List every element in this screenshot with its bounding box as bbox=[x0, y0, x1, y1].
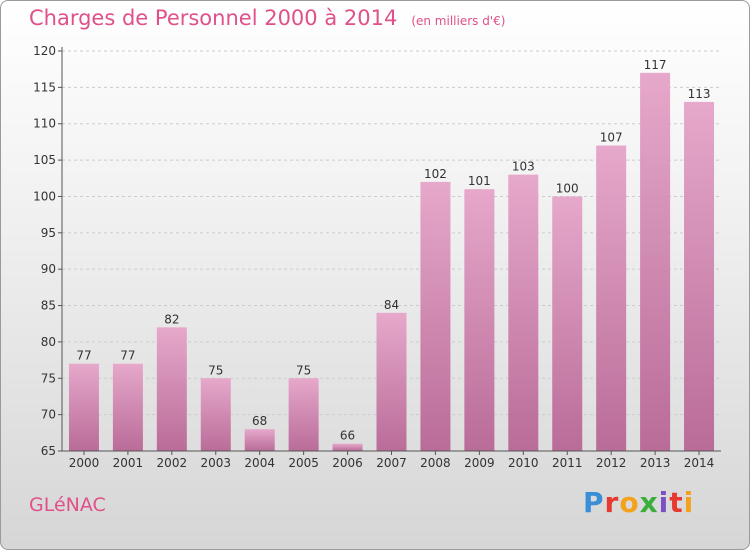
data-label-2003: 75 bbox=[208, 363, 223, 377]
data-label-2005: 75 bbox=[296, 363, 311, 377]
data-label-2002: 82 bbox=[164, 312, 179, 326]
x-tick-label-2013: 2013 bbox=[640, 456, 671, 470]
proxiti-logo[interactable]: Proxiti bbox=[583, 486, 695, 519]
bar-2002 bbox=[156, 327, 187, 451]
data-label-2004: 68 bbox=[252, 414, 267, 428]
bar-2000 bbox=[68, 363, 99, 451]
bar-2007 bbox=[376, 312, 407, 451]
x-tick-label-2000: 2000 bbox=[69, 456, 100, 470]
bar-2003 bbox=[200, 378, 231, 451]
y-tick-label: 65 bbox=[41, 444, 56, 458]
data-label-2008: 102 bbox=[424, 167, 447, 181]
x-tick-label-2002: 2002 bbox=[157, 456, 188, 470]
x-tick-label-2008: 2008 bbox=[420, 456, 451, 470]
bar-2004 bbox=[244, 429, 275, 451]
x-tick-label-2009: 2009 bbox=[464, 456, 495, 470]
data-label-2014: 113 bbox=[688, 87, 711, 101]
bar-2011 bbox=[552, 196, 583, 451]
chart-title: Charges de Personnel 2000 à 2014 (en mill… bbox=[29, 6, 506, 30]
bar-2001 bbox=[112, 363, 143, 451]
x-tick-label-2004: 2004 bbox=[244, 456, 275, 470]
y-tick-label: 70 bbox=[41, 408, 56, 422]
data-label-2013: 117 bbox=[644, 58, 667, 72]
x-tick-label-2003: 2003 bbox=[200, 456, 231, 470]
x-axis: 2000 2001 2002 2003 2004 2005 2006 2007 2008 2009… bbox=[62, 450, 721, 470]
x-tick-label-2007: 2007 bbox=[376, 456, 407, 470]
x-tick-label-2006: 2006 bbox=[332, 456, 363, 470]
commune-name: GLéNAC bbox=[29, 494, 106, 516]
y-axis: 65 70 75 80 85 90 95 100 105 110 115 120 bbox=[33, 44, 63, 458]
y-tick-label: 85 bbox=[41, 299, 56, 313]
data-label-2001: 77 bbox=[120, 349, 135, 363]
data-label-2010: 103 bbox=[512, 160, 535, 174]
data-label-2006: 66 bbox=[340, 429, 355, 443]
bars: 77 77 82 75 68 75 66 84 102 101 103 100 107 117 113 bbox=[68, 58, 715, 452]
y-tick-label: 90 bbox=[41, 262, 56, 276]
y-tick-label: 110 bbox=[33, 117, 56, 131]
x-tick-label-2001: 2001 bbox=[113, 456, 144, 470]
x-tick-label-2012: 2012 bbox=[596, 456, 627, 470]
x-tick-label-2005: 2005 bbox=[288, 456, 319, 470]
y-tick-label: 105 bbox=[33, 153, 56, 167]
bar-2012 bbox=[596, 145, 627, 451]
data-label-2007: 84 bbox=[384, 298, 399, 312]
bar-2005 bbox=[288, 378, 319, 451]
bar-2009 bbox=[464, 189, 495, 451]
bar-2014 bbox=[684, 101, 715, 451]
data-label-2000: 77 bbox=[76, 349, 91, 363]
data-label-2012: 107 bbox=[600, 131, 623, 145]
y-tick-label: 120 bbox=[33, 44, 56, 58]
y-tick-label: 80 bbox=[41, 335, 56, 349]
y-tick-label: 75 bbox=[41, 371, 56, 385]
chart-subtitle: (en milliers d'€) bbox=[411, 14, 506, 28]
data-label-2011: 100 bbox=[556, 181, 579, 195]
y-tick-label: 95 bbox=[41, 226, 56, 240]
bar-2013 bbox=[640, 72, 671, 452]
bar-2006 bbox=[332, 443, 363, 451]
x-tick-label-2014: 2014 bbox=[684, 456, 715, 470]
y-tick-label: 115 bbox=[33, 80, 56, 94]
x-tick-label-2010: 2010 bbox=[508, 456, 539, 470]
data-label-2009: 101 bbox=[468, 174, 491, 188]
x-tick-label-2011: 2011 bbox=[552, 456, 583, 470]
y-tick-label: 100 bbox=[33, 189, 56, 203]
bar-2010 bbox=[508, 174, 539, 452]
bar-2008 bbox=[420, 181, 451, 451]
